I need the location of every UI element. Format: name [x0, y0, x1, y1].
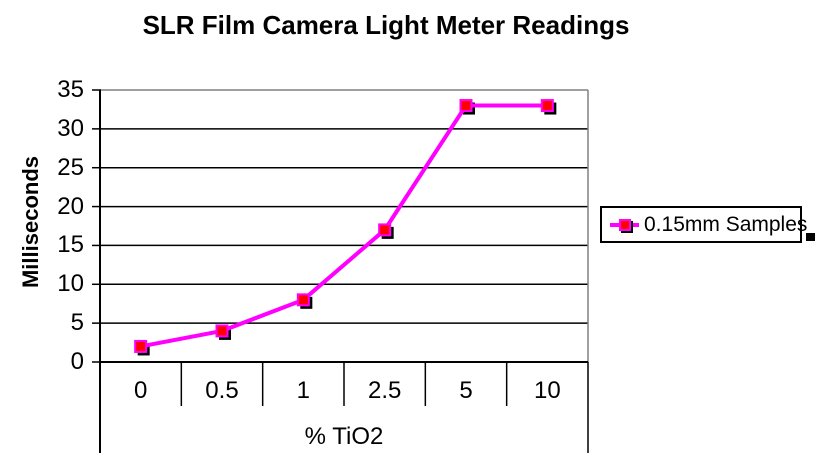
legend-marker-icon [618, 218, 631, 231]
legend-line-sample [610, 218, 639, 231]
legend: 0.15mm Samples [600, 206, 807, 243]
series-marker [215, 324, 229, 338]
y-tick-label: 0 [70, 348, 84, 375]
y-tick-label: 30 [57, 114, 84, 142]
legend-artifact-dot [806, 233, 815, 241]
y-tick-label: 15 [57, 231, 84, 259]
category-label: 0.5 [205, 377, 239, 404]
category-label: 2.5 [367, 377, 402, 404]
y-tick-label: 5 [70, 309, 84, 337]
y-tick-label: 35 [57, 76, 84, 103]
series-marker [459, 99, 473, 113]
category-label: 1 [296, 377, 310, 404]
series-marker [378, 223, 392, 237]
y-tick-label: 25 [57, 153, 84, 181]
chart-title: SLR Film Camera Light Meter Readings [142, 10, 630, 40]
series-marker [134, 339, 148, 353]
series-line [140, 103, 548, 349]
category-label: 10 [533, 377, 561, 404]
x-axis-title: % TiO2 [304, 423, 384, 450]
series-marker [296, 293, 310, 307]
legend-series-label: 0.15mm Samples [644, 212, 808, 236]
category-label: 0 [133, 377, 148, 404]
y-tick-label: 10 [57, 270, 84, 298]
category-label: 5 [459, 377, 473, 404]
series-marker [540, 99, 554, 113]
y-tick-label: 20 [57, 192, 84, 220]
